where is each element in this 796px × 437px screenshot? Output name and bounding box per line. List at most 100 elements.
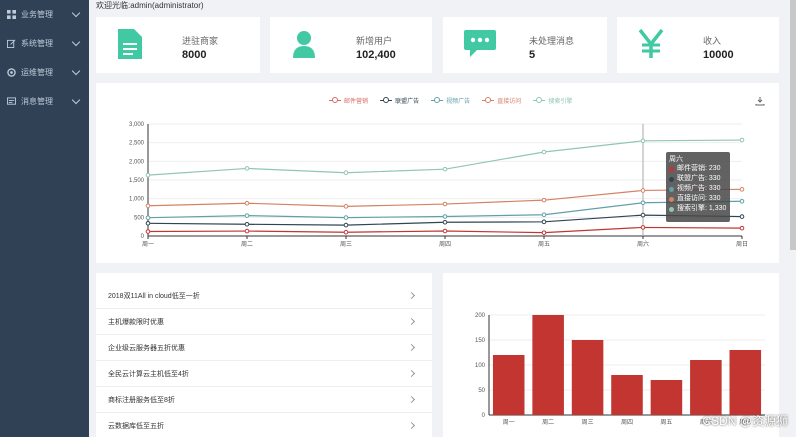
data-point bbox=[739, 225, 745, 231]
chevron-down-icon bbox=[71, 8, 81, 18]
chat-icon bbox=[464, 30, 496, 57]
legend-item[interactable]: 视频广告 bbox=[431, 96, 470, 105]
list-item-text: 云数据库低至五折 bbox=[108, 422, 164, 430]
bar bbox=[492, 355, 525, 415]
download-icon[interactable] bbox=[755, 96, 765, 106]
news-panel: 2018双11All in cloud低至一折 主机爆款限时优惠 企业级云服务器… bbox=[96, 273, 432, 437]
data-point bbox=[640, 225, 646, 230]
list-item[interactable]: 全民云计算云主机低至4折 bbox=[96, 361, 432, 387]
data-point bbox=[244, 200, 250, 206]
data-point bbox=[739, 198, 745, 204]
tooltip-title: 周六 bbox=[669, 156, 683, 163]
sidebar-item-label: 消息管理 bbox=[21, 97, 53, 106]
data-point bbox=[442, 228, 448, 234]
data-point bbox=[442, 201, 448, 207]
legend-item[interactable]: 直接访问 bbox=[482, 96, 521, 105]
chevron-down-icon bbox=[71, 37, 81, 47]
data-point bbox=[640, 212, 646, 218]
sidebar-item-messages[interactable]: 消息管理 bbox=[0, 87, 89, 116]
x-tick-label: 周日 bbox=[739, 419, 751, 426]
tooltip-row: 视频广告: 330 bbox=[669, 184, 727, 194]
data-point bbox=[442, 219, 448, 225]
stat-card-messages[interactable]: 未处理消息 5 bbox=[443, 17, 607, 73]
list-item-text: 商标注册服务低至8折 bbox=[108, 396, 175, 404]
data-point bbox=[739, 214, 745, 219]
x-tick-label: 周二 bbox=[542, 419, 554, 426]
stat-card-income[interactable]: 收入 10000 bbox=[617, 17, 779, 73]
bar bbox=[650, 380, 683, 415]
data-point bbox=[244, 166, 250, 171]
x-tick-label: 周一 bbox=[503, 419, 515, 426]
list-item[interactable]: 主机爆款限时优惠 bbox=[96, 309, 432, 335]
watermark: CSDN @资源狮 bbox=[702, 414, 788, 428]
user-icon bbox=[293, 31, 315, 58]
line-chart-panel: 邮件营销 联盟广告 视频广告 直接访问 搜索引擎 bbox=[96, 83, 779, 263]
x-tick-label: 周六 bbox=[700, 418, 712, 426]
bar bbox=[611, 375, 643, 415]
sidebar-item-label: 运维管理 bbox=[21, 68, 53, 77]
data-point bbox=[244, 221, 250, 227]
scrollbar[interactable] bbox=[790, 0, 796, 250]
list-item[interactable]: 商标注册服务低至8折 bbox=[96, 387, 432, 413]
legend-item[interactable]: 联盟广告 bbox=[380, 96, 419, 105]
stat-card-new-users[interactable]: 新增用户 102,400 bbox=[270, 17, 432, 73]
document-icon bbox=[118, 29, 142, 59]
data-point bbox=[640, 200, 646, 206]
chevron-right-icon bbox=[407, 369, 416, 378]
chart-legend: 邮件营销 联盟广告 视频广告 直接访问 搜索引擎 bbox=[329, 94, 581, 106]
tooltip-row-text: 邮件营销: 230 bbox=[677, 165, 721, 172]
tooltip-row-text: 直接访问: 330 bbox=[677, 195, 721, 202]
legend-item[interactable]: 邮件营销 bbox=[329, 96, 368, 105]
tooltip-row-text: 联盟广告: 330 bbox=[677, 175, 721, 182]
y-tick-label: 0 bbox=[141, 234, 145, 240]
bar bbox=[729, 350, 762, 415]
chevron-right-icon bbox=[407, 317, 416, 326]
sidebar: 业务管理 系统管理 运维管理 消息管理 bbox=[0, 0, 89, 437]
bar bbox=[532, 315, 564, 415]
stat-label: 新增用户 bbox=[356, 36, 393, 46]
data-point bbox=[343, 215, 349, 220]
data-point bbox=[442, 166, 448, 172]
legend-label: 联盟广告 bbox=[395, 98, 420, 105]
line-chart: 0 500 1,000 1,500 2,000 2,500 3,000 周一 周二 周三 周四 周五 周… bbox=[129, 122, 748, 248]
x-tick-label: 周二 bbox=[241, 241, 253, 248]
sidebar-item-label: 业务管理 bbox=[21, 10, 53, 19]
chevron-right-icon bbox=[407, 291, 416, 300]
grid-icon bbox=[7, 10, 16, 19]
stat-label: 进驻商家 bbox=[182, 36, 219, 46]
chevron-right-icon bbox=[407, 343, 416, 352]
data-point bbox=[541, 230, 547, 235]
data-point bbox=[145, 203, 151, 209]
data-point bbox=[343, 229, 349, 235]
tooltip-row: 直接访问: 330 bbox=[669, 194, 727, 204]
data-point bbox=[244, 228, 250, 234]
stat-value: 102,400 bbox=[356, 49, 396, 61]
y-tick-label: 1,000 bbox=[129, 197, 145, 203]
x-tick-label: 周四 bbox=[439, 241, 451, 248]
list-item[interactable]: 2018双11All in cloud低至一折 bbox=[96, 283, 432, 309]
data-point bbox=[145, 215, 151, 221]
legend-item[interactable]: 搜索引擎 bbox=[533, 96, 572, 105]
stat-label: 未处理消息 bbox=[529, 36, 575, 46]
edit-icon bbox=[7, 39, 16, 48]
data-point bbox=[739, 187, 745, 192]
y-tick-label: 50 bbox=[478, 388, 485, 394]
y-tick-label: 500 bbox=[134, 215, 145, 221]
chevron-right-icon bbox=[407, 421, 416, 430]
data-point bbox=[145, 229, 151, 234]
sidebar-item-business[interactable]: 业务管理 bbox=[0, 0, 89, 29]
data-point bbox=[739, 137, 745, 143]
tooltip-row: 搜索引擎: 1,330 bbox=[669, 204, 727, 214]
x-tick-label: 周三 bbox=[582, 419, 594, 426]
sidebar-item-ops[interactable]: 运维管理 bbox=[0, 58, 89, 87]
x-tick-label: 周一 bbox=[142, 241, 154, 248]
stat-card-merchants[interactable]: 进驻商家 8000 bbox=[96, 17, 260, 73]
chart-tooltip: 周六 邮件营销: 230 联盟广告: 330 视频广告: 330 直接访问: 3… bbox=[666, 152, 730, 222]
sidebar-item-system[interactable]: 系统管理 bbox=[0, 29, 89, 58]
list-item[interactable]: 企业级云服务器五折优惠 bbox=[96, 335, 432, 361]
list-item[interactable]: 云数据库低至五折 bbox=[96, 413, 432, 437]
list-item-text: 企业级云服务器五折优惠 bbox=[108, 344, 185, 352]
message-icon bbox=[7, 97, 16, 105]
tooltip-row-text: 视频广告: 330 bbox=[677, 185, 721, 192]
list-item-text: 主机爆款限时优惠 bbox=[108, 318, 164, 326]
